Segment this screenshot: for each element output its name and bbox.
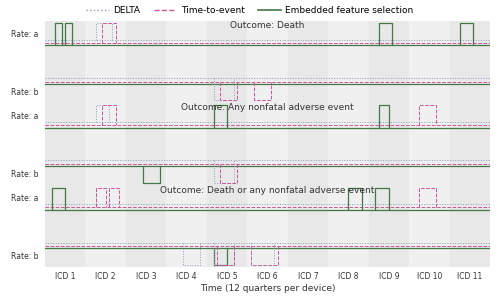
Text: ICD 3: ICD 3 — [136, 272, 156, 281]
Bar — [409, 103, 450, 185]
Bar — [328, 21, 368, 103]
Bar — [450, 185, 490, 267]
Bar — [409, 21, 450, 103]
Bar — [409, 185, 450, 267]
Bar — [126, 185, 166, 267]
Text: ICD 10: ICD 10 — [416, 272, 442, 281]
Text: ICD 4: ICD 4 — [176, 272, 197, 281]
Text: ICD 2: ICD 2 — [96, 272, 116, 281]
Text: ICD 7: ICD 7 — [298, 272, 318, 281]
Bar — [126, 103, 166, 185]
Bar — [126, 21, 166, 103]
Bar — [166, 21, 207, 103]
Text: Rate: a: Rate: a — [11, 30, 38, 39]
Text: ICD 9: ICD 9 — [378, 272, 399, 281]
Text: Outcome: Death: Outcome: Death — [230, 21, 304, 30]
Legend: DELTA, Time-to-event, Embedded feature selection: DELTA, Time-to-event, Embedded feature s… — [82, 2, 417, 18]
Bar — [248, 21, 288, 103]
Bar — [450, 21, 490, 103]
Bar — [207, 185, 248, 267]
Bar — [288, 21, 328, 103]
Bar — [207, 103, 248, 185]
Bar — [86, 21, 126, 103]
Bar — [328, 103, 368, 185]
Bar — [86, 185, 126, 267]
Text: Rate: b: Rate: b — [11, 252, 38, 261]
Text: Outcome: Any nonfatal adverse event: Outcome: Any nonfatal adverse event — [181, 103, 354, 112]
Text: Time (12 quarters per device): Time (12 quarters per device) — [200, 284, 335, 293]
Bar — [207, 21, 248, 103]
Text: Rate: a: Rate: a — [11, 194, 38, 203]
Bar — [328, 185, 368, 267]
Bar — [450, 103, 490, 185]
Bar — [368, 21, 409, 103]
Text: ICD 5: ICD 5 — [216, 272, 238, 281]
Bar — [166, 185, 207, 267]
Bar — [86, 103, 126, 185]
Text: Outcome: Death or any nonfatal adverse event: Outcome: Death or any nonfatal adverse e… — [160, 186, 374, 195]
Bar — [248, 103, 288, 185]
Bar — [45, 21, 86, 103]
Bar — [45, 185, 86, 267]
Text: Rate: b: Rate: b — [11, 88, 38, 97]
Text: ICD 1: ICD 1 — [55, 272, 76, 281]
Text: ICD 6: ICD 6 — [257, 272, 278, 281]
Bar — [166, 103, 207, 185]
Text: Rate: b: Rate: b — [11, 170, 38, 179]
Bar — [288, 103, 328, 185]
Bar — [288, 185, 328, 267]
Bar — [45, 103, 86, 185]
Text: Rate: a: Rate: a — [11, 112, 38, 121]
Bar — [368, 185, 409, 267]
Bar — [248, 185, 288, 267]
Bar — [368, 103, 409, 185]
Text: ICD 11: ICD 11 — [457, 272, 482, 281]
Text: ICD 8: ICD 8 — [338, 272, 358, 281]
